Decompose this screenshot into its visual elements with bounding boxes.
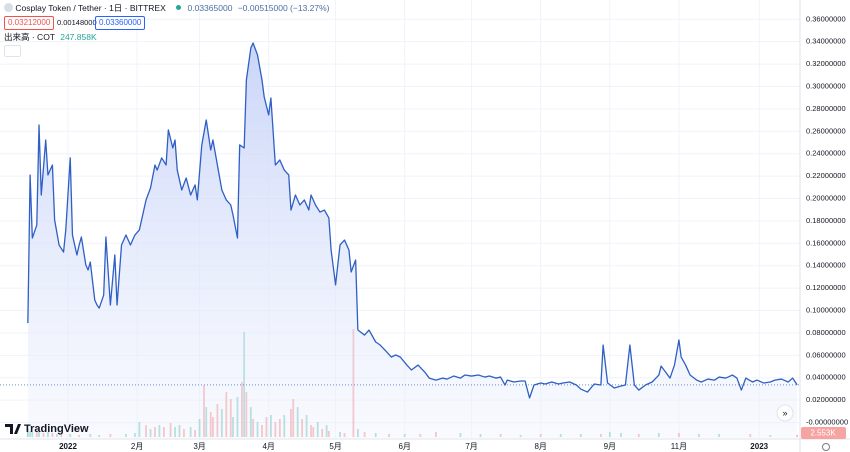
y-tick-label: 0.16000000 <box>806 238 846 247</box>
symbol-icon <box>4 3 13 12</box>
volume-bar <box>796 435 799 437</box>
legend-header: Cosplay Token / Tether · 1日 · BITTREX 0.… <box>4 2 330 14</box>
scroll-button[interactable] <box>776 404 794 422</box>
y-tick-label: -0.00000000 <box>806 418 848 427</box>
x-tick-label: 2022 <box>59 442 77 451</box>
volume-axis-box <box>801 427 846 439</box>
y-tick-label: 0.32000000 <box>806 59 846 68</box>
y-tick-label: 0.04000000 <box>806 373 846 382</box>
y-tick-label: 0.24000000 <box>806 149 846 158</box>
x-tick-label: 9月 <box>604 442 616 451</box>
y-tick-label: 0.02000000 <box>806 395 846 404</box>
y-tick-label: 0.34000000 <box>806 37 846 46</box>
symbol-title: Cosplay Token / Tether · 1日 · BITTREX <box>15 3 166 13</box>
y-tick-label: 0.10000000 <box>806 306 846 315</box>
x-tick-label: 4月 <box>262 442 274 451</box>
y-tick-label: 0.06000000 <box>806 350 846 359</box>
y-tick-label: 0.12000000 <box>806 283 846 292</box>
status-dot <box>176 5 182 10</box>
y-tick-label: 0.14000000 <box>806 261 846 270</box>
price-line <box>27 42 798 399</box>
brand-logo: TradingView <box>5 423 89 435</box>
x-tick-label: 7月 <box>465 442 477 451</box>
x-tick-label: 2023 <box>750 442 768 451</box>
area-fill <box>27 43 798 439</box>
scroll-button-icon[interactable]: » <box>782 408 787 418</box>
ask-box[interactable]: 0.03360000 <box>95 16 146 30</box>
y-tick-label: 0.20000000 <box>806 193 846 202</box>
volume-legend: 出来高 · COT 247.858K <box>4 31 97 43</box>
volume-title: 出来高 · COT <box>4 32 55 42</box>
x-tick-label: 5月 <box>329 442 341 451</box>
collapse-button[interactable] <box>4 45 21 57</box>
x-tick-label: 11月 <box>671 442 687 451</box>
volume-last: 247.858K <box>60 32 97 42</box>
price-change: −0.00515000 (−13.27%) <box>237 3 330 13</box>
x-tick-label: 6月 <box>398 442 410 451</box>
settings-icon[interactable] <box>822 443 830 451</box>
plot <box>0 42 800 439</box>
y-tick-label: 0.08000000 <box>806 328 846 337</box>
x-tick-label: 3月 <box>193 442 205 451</box>
spread: 0.00148000 <box>57 18 97 27</box>
axes: 0.36000000 0.34000000 0.32000000 0.30000000… <box>59 14 848 451</box>
y-tick-label: 0.22000000 <box>806 171 846 180</box>
y-tick-label: 0.26000000 <box>806 126 846 135</box>
last-price: 0.03365000 <box>187 3 233 13</box>
x-tick-label: 8月 <box>534 442 546 451</box>
brand-text: TradingView <box>24 423 89 435</box>
y-tick-label: 0.36000000 <box>806 14 846 23</box>
y-tick-label: 0.30000000 <box>806 81 846 90</box>
x-tick-label: 2月 <box>131 442 143 451</box>
bid-box[interactable]: 0.03212000 <box>4 16 55 30</box>
y-tick-label: 0.18000000 <box>806 216 846 225</box>
y-tick-label: 0.28000000 <box>806 104 846 113</box>
volume-axis-label: 2.553K <box>810 429 836 438</box>
